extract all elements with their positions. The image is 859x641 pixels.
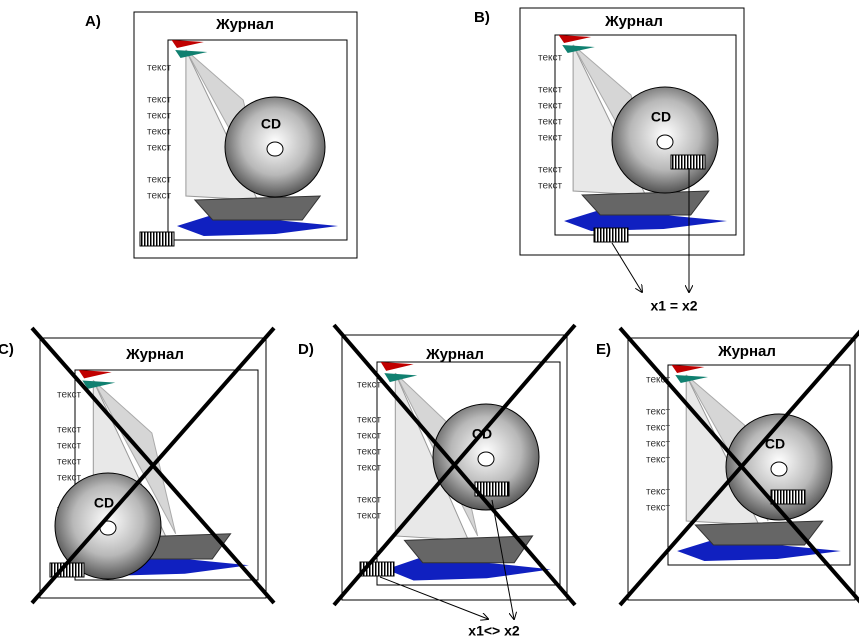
- barcode: [593, 227, 629, 243]
- text-label: текст: [538, 165, 563, 176]
- hull: [193, 195, 322, 221]
- hull: [581, 190, 710, 216]
- cd-hole: [266, 141, 284, 157]
- arrow: [491, 499, 514, 619]
- outer-frame: [341, 334, 568, 601]
- cd-hole: [770, 461, 788, 477]
- outer-frame: [627, 337, 856, 601]
- panel-label: D): [298, 341, 314, 358]
- barcode: [139, 231, 175, 247]
- panel: D) Журнал текст текст текст текст текст текст те…: [298, 323, 577, 607]
- title: Журнал: [717, 343, 776, 360]
- text-label: текст: [57, 425, 82, 436]
- cross: [332, 323, 577, 607]
- panel: C)Журналтексттексттексттексттексттекстте…: [0, 326, 276, 605]
- text-label: текст: [646, 423, 671, 434]
- text-label: текст: [147, 143, 172, 154]
- annotation: x1<> x2: [468, 623, 520, 639]
- sail: [92, 380, 177, 535]
- flag: [562, 45, 595, 53]
- cross: [30, 326, 276, 605]
- text-label: текст: [57, 441, 82, 452]
- inner-frame: [554, 34, 737, 236]
- text-label: текст: [57, 457, 82, 468]
- text-label: текст: [538, 117, 563, 128]
- text-label: текст: [646, 375, 671, 386]
- panel: B) Журнал текст текст текст текст текст текст те…: [474, 7, 745, 256]
- arrow: [611, 242, 642, 292]
- text-label: текст: [646, 455, 671, 466]
- barcode: [670, 154, 706, 170]
- text-label: текст: [57, 473, 82, 484]
- text-label: текст: [147, 191, 172, 202]
- hull: [403, 535, 534, 564]
- text-label: текст: [538, 53, 563, 64]
- arrow: [379, 576, 488, 619]
- inner-frame: [74, 369, 259, 581]
- flag: [671, 365, 705, 373]
- flag: [175, 50, 208, 58]
- text-label: текст: [357, 447, 382, 458]
- text-label: текст: [357, 380, 382, 391]
- text-label: текст: [147, 175, 172, 186]
- flag: [675, 375, 709, 383]
- outer-frame: [39, 337, 267, 599]
- sail: [572, 44, 647, 196]
- cd-label: CD: [94, 495, 114, 511]
- title: Журнал: [425, 346, 484, 363]
- text-label: текст: [147, 95, 172, 106]
- title: Журнал: [604, 13, 663, 30]
- cd-label: CD: [261, 116, 281, 132]
- panel-label: E): [596, 341, 611, 358]
- inner-frame: [376, 361, 561, 586]
- flag: [82, 380, 116, 389]
- text-label: текст: [357, 511, 382, 522]
- cd-label: CD: [765, 436, 785, 452]
- text-label: текст: [538, 181, 563, 192]
- barcode: [770, 489, 806, 505]
- text-label: текст: [147, 127, 172, 138]
- text-label: текст: [646, 487, 671, 498]
- panel: A) Журнал текст текст текст текст текст текст те…: [85, 11, 358, 259]
- text-label: текст: [646, 439, 671, 450]
- panel-label: A): [85, 13, 101, 30]
- flag: [384, 373, 418, 383]
- text-label: текст: [357, 431, 382, 442]
- text-label: текст: [646, 407, 671, 418]
- text-label: текст: [57, 390, 82, 401]
- flag: [380, 362, 414, 371]
- inner-frame: [667, 364, 851, 566]
- cross: [618, 329, 859, 607]
- text-label: текст: [357, 495, 382, 506]
- text-label: текст: [538, 133, 563, 144]
- annotation: x1 = x2: [650, 298, 697, 314]
- inner-frame: [167, 39, 348, 241]
- panel: E) Журнал текст текст текст текст текст текст те…: [596, 326, 859, 607]
- hull: [694, 520, 824, 546]
- text-label: текст: [646, 503, 671, 514]
- panel-label: C): [0, 341, 14, 358]
- text-label: текст: [147, 111, 172, 122]
- text-label: текст: [357, 463, 382, 474]
- text-label: текст: [357, 415, 382, 426]
- sail: [185, 49, 259, 201]
- outer-frame: [519, 7, 745, 256]
- outer-frame: [133, 11, 358, 259]
- cd-label: CD: [651, 109, 671, 125]
- text-label: текст: [147, 63, 172, 74]
- cd-hole: [656, 134, 674, 150]
- text-label: текст: [538, 85, 563, 96]
- text-label: текст: [538, 101, 563, 112]
- cd-hole: [477, 451, 495, 467]
- panel-label: B): [474, 9, 490, 26]
- flag: [558, 35, 592, 43]
- title: Журнал: [125, 346, 184, 363]
- title: Журнал: [215, 16, 274, 33]
- flag: [78, 370, 112, 379]
- flag: [171, 40, 204, 48]
